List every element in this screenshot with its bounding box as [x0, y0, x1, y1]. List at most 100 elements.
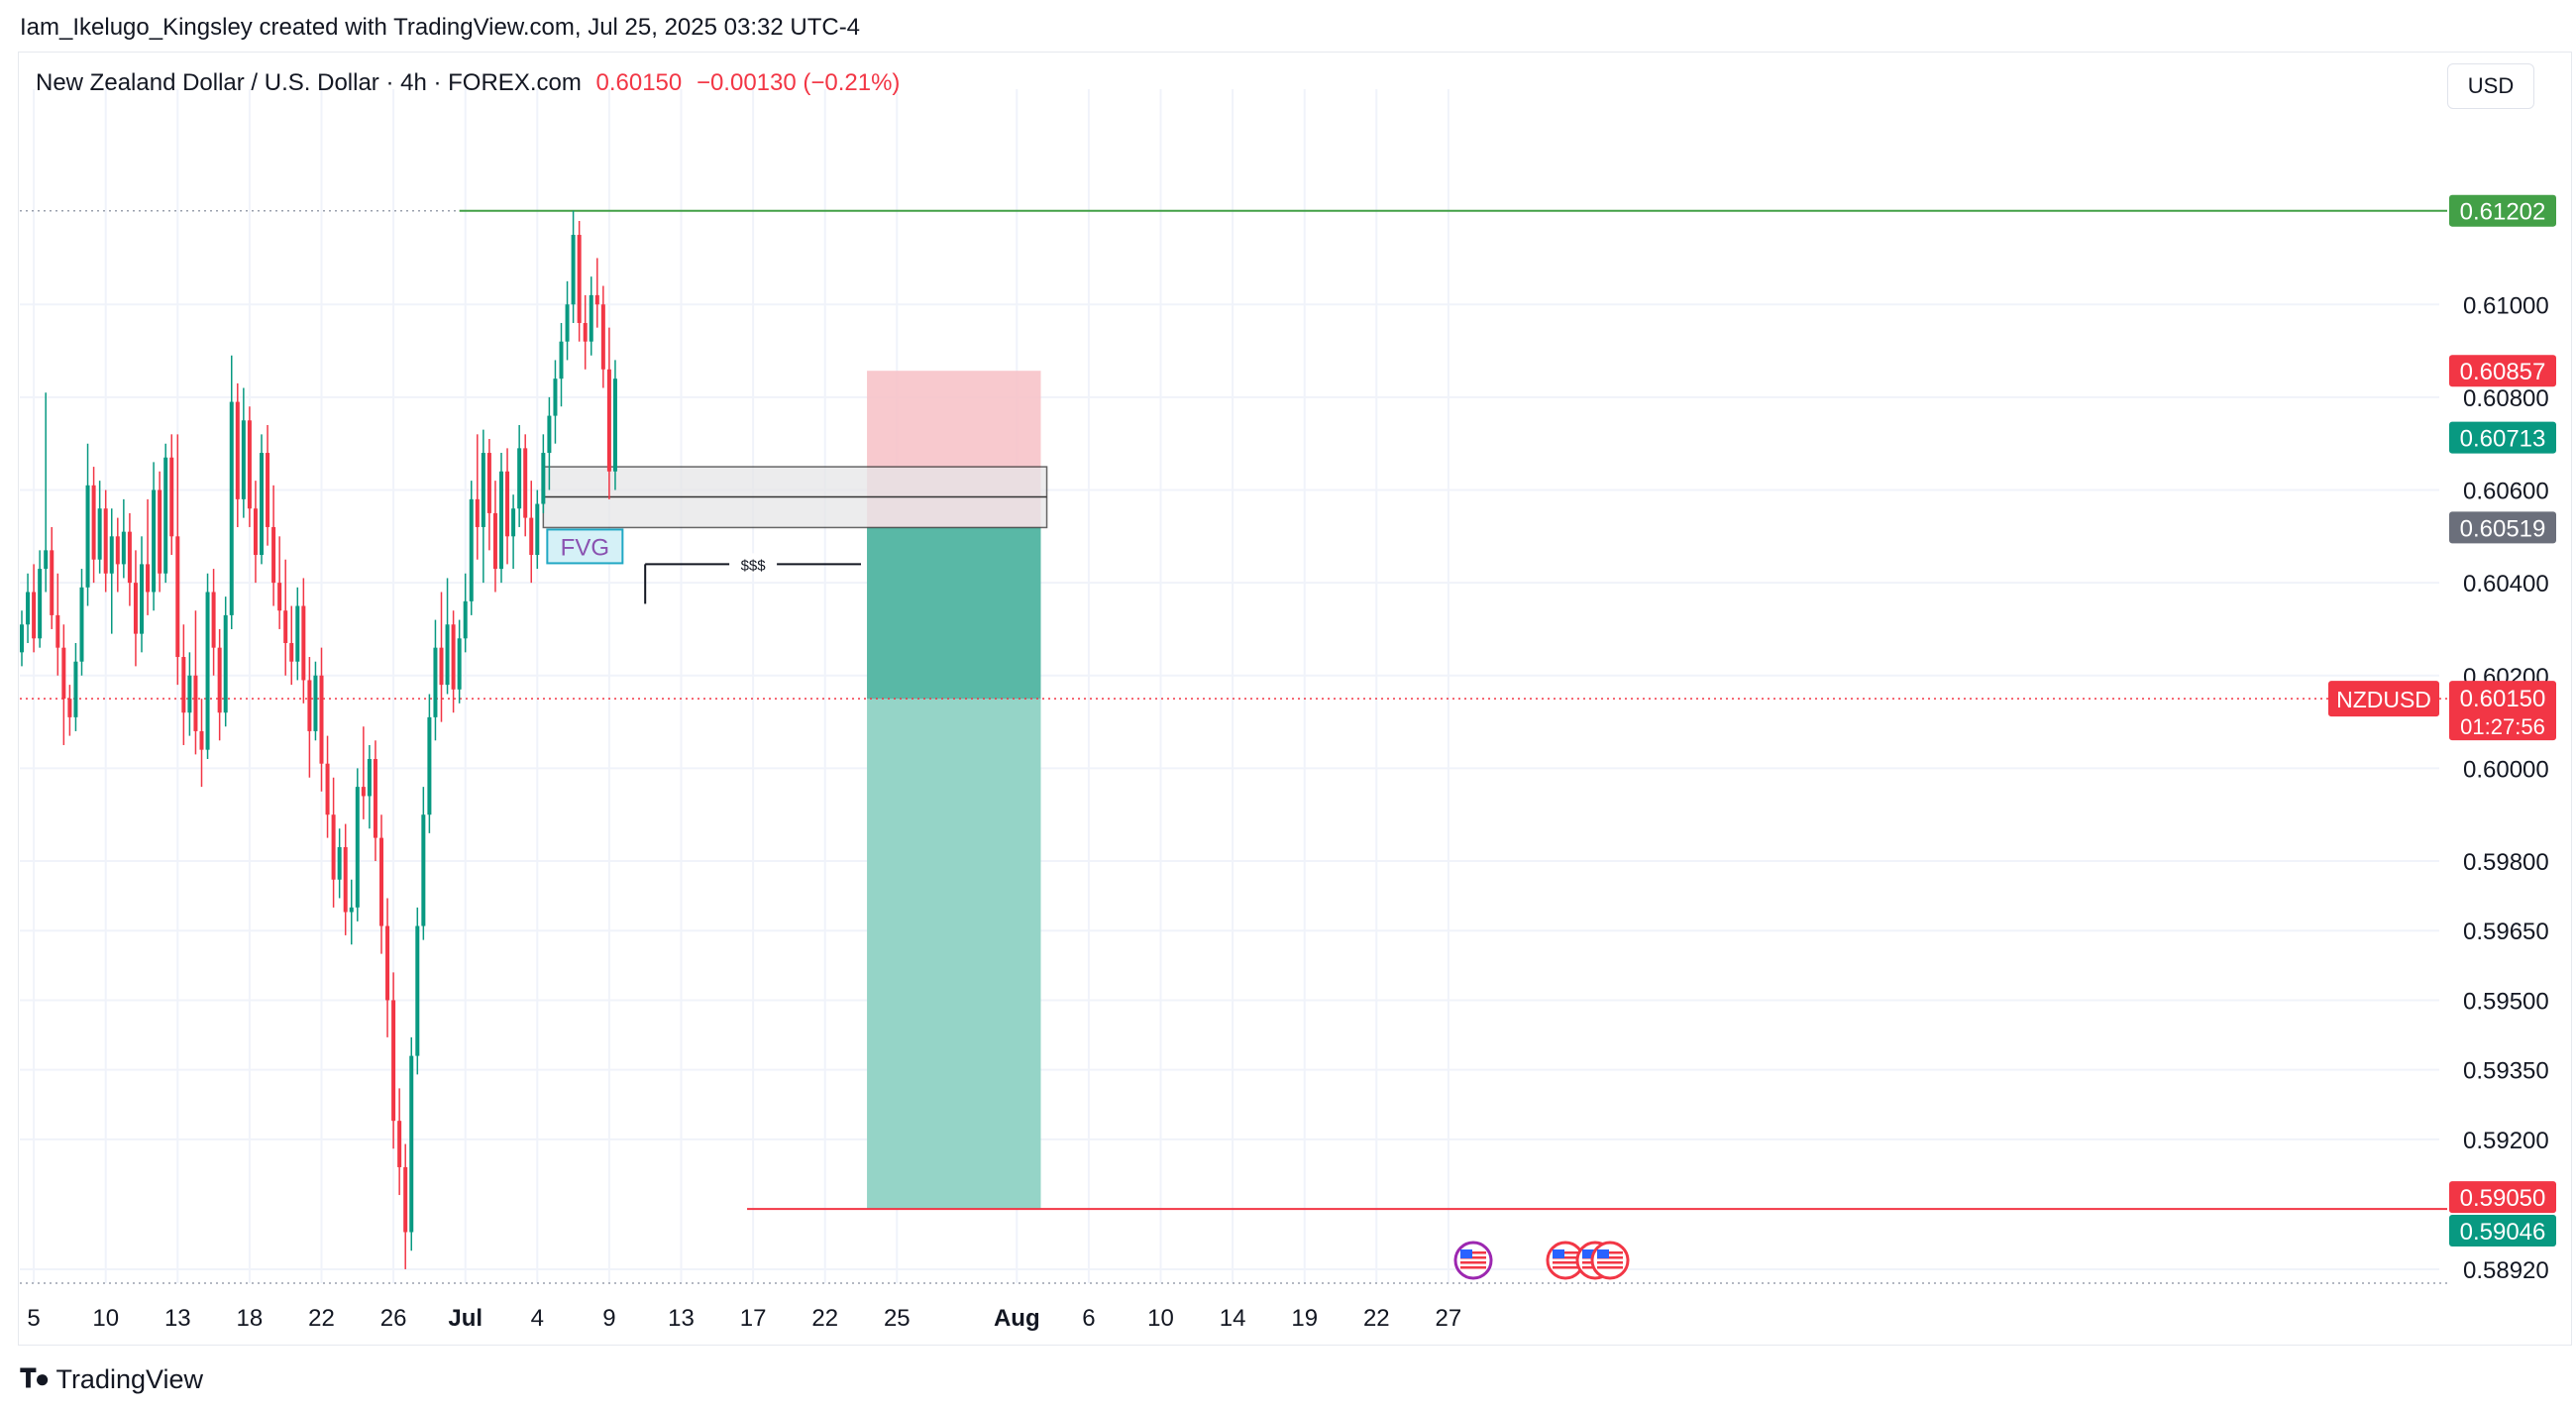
price-badge[interactable]: 0.60713 — [2449, 421, 2556, 454]
candle[interactable] — [433, 619, 438, 741]
candle[interactable] — [61, 624, 66, 745]
candle[interactable] — [361, 726, 366, 819]
candle[interactable] — [457, 619, 462, 704]
candle[interactable] — [463, 573, 468, 653]
candle[interactable] — [97, 481, 102, 574]
candle[interactable] — [91, 467, 96, 584]
candle[interactable] — [187, 652, 192, 736]
candle[interactable] — [559, 322, 564, 407]
candle[interactable] — [229, 355, 234, 629]
candle[interactable] — [253, 481, 258, 584]
candle[interactable] — [266, 424, 270, 546]
price-badge[interactable]: 0.61202 — [2449, 194, 2556, 227]
candle[interactable] — [349, 879, 354, 945]
us-flag-event-icon[interactable] — [1590, 1241, 1630, 1280]
candle[interactable] — [523, 434, 528, 537]
candle[interactable] — [427, 694, 432, 833]
candle[interactable] — [283, 559, 288, 676]
candle[interactable] — [409, 1036, 414, 1251]
currency-button[interactable]: USD — [2447, 63, 2534, 109]
candle[interactable] — [565, 280, 570, 361]
candle[interactable] — [241, 387, 246, 518]
candle[interactable] — [121, 498, 126, 579]
candle[interactable] — [403, 1143, 408, 1269]
candle[interactable] — [541, 434, 546, 513]
price-badge[interactable]: 0.59046 — [2449, 1214, 2556, 1246]
candle[interactable] — [511, 494, 516, 570]
candle[interactable] — [67, 685, 72, 736]
candle[interactable] — [109, 508, 114, 634]
candle[interactable] — [133, 550, 138, 667]
candle[interactable] — [517, 424, 522, 527]
candle[interactable] — [44, 392, 49, 593]
candle[interactable] — [486, 439, 491, 551]
candle[interactable] — [379, 814, 383, 954]
candle[interactable] — [169, 434, 174, 556]
candle[interactable] — [325, 735, 330, 838]
candle[interactable] — [469, 481, 474, 615]
candle[interactable] — [606, 327, 611, 499]
candle[interactable] — [127, 512, 132, 606]
candle[interactable] — [152, 462, 157, 611]
candle[interactable] — [451, 610, 456, 713]
candle[interactable] — [181, 624, 186, 745]
candle[interactable] — [612, 360, 617, 490]
candle[interactable] — [421, 787, 426, 940]
candle[interactable] — [481, 429, 485, 584]
price-badge[interactable]: 0.60519 — [2449, 511, 2556, 544]
candle[interactable] — [217, 628, 222, 741]
candle[interactable] — [535, 489, 540, 570]
candle[interactable] — [492, 481, 497, 593]
candle[interactable] — [277, 536, 282, 629]
candle[interactable] — [73, 642, 78, 731]
candle[interactable] — [146, 498, 151, 615]
candle[interactable] — [505, 448, 510, 565]
candle[interactable] — [577, 220, 582, 342]
candle[interactable] — [397, 1088, 402, 1196]
candle[interactable] — [295, 587, 300, 681]
candle[interactable] — [313, 661, 318, 741]
candle[interactable] — [175, 434, 180, 686]
candle[interactable] — [247, 406, 252, 527]
candle[interactable] — [289, 605, 294, 686]
candle[interactable] — [547, 396, 552, 490]
candle[interactable] — [103, 489, 108, 593]
us-flag-event-icon[interactable] — [1453, 1241, 1493, 1280]
candle[interactable] — [205, 573, 210, 760]
candle[interactable] — [301, 578, 306, 704]
candle[interactable] — [583, 294, 588, 370]
candle[interactable] — [385, 898, 390, 1037]
symbol-tag[interactable]: NZDUSD — [2328, 681, 2439, 717]
candle[interactable] — [600, 285, 605, 388]
candle[interactable] — [79, 569, 84, 676]
candle[interactable] — [199, 699, 204, 788]
candle[interactable] — [85, 443, 90, 606]
candle[interactable] — [163, 443, 168, 584]
candle[interactable] — [55, 573, 60, 676]
candle[interactable] — [32, 564, 37, 653]
candle[interactable] — [158, 471, 162, 593]
candle[interactable] — [391, 972, 396, 1149]
candle[interactable] — [26, 573, 31, 643]
candle[interactable] — [594, 258, 599, 328]
candle[interactable] — [373, 740, 377, 862]
candle[interactable] — [355, 768, 360, 921]
candle[interactable] — [211, 569, 216, 676]
candle[interactable] — [271, 485, 276, 606]
candle[interactable] — [115, 517, 120, 593]
candle[interactable] — [331, 777, 336, 908]
candle[interactable] — [307, 657, 312, 778]
candle[interactable] — [223, 596, 228, 727]
price-badge[interactable]: 0.60857 — [2449, 355, 2556, 387]
candle[interactable] — [367, 744, 372, 829]
candle[interactable] — [50, 526, 54, 629]
candle[interactable] — [589, 276, 593, 356]
candle[interactable] — [140, 536, 144, 653]
candle[interactable] — [319, 647, 324, 792]
candle[interactable] — [337, 828, 342, 899]
candle[interactable] — [571, 210, 576, 323]
candle[interactable] — [445, 578, 450, 695]
candle[interactable] — [260, 434, 264, 565]
